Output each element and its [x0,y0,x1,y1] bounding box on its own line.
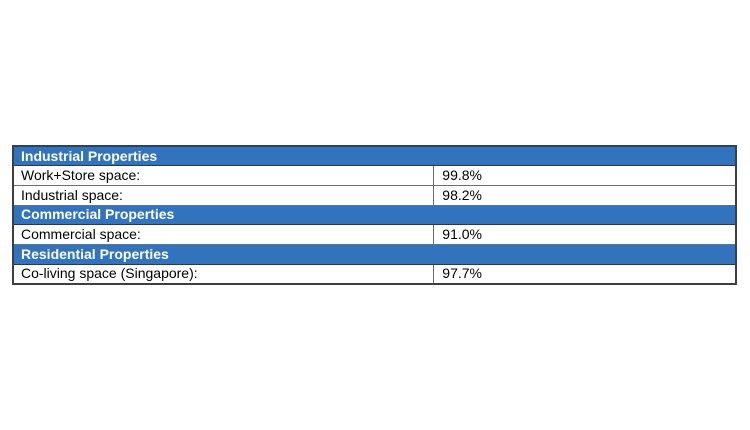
table-row: Work+Store space: 99.8% [12,165,737,186]
row-label-commercial: Commercial space: [12,224,435,245]
row-label-workstore: Work+Store space: [12,165,435,186]
section-header-row-commercial: Commercial Properties [12,204,737,226]
occupancy-table: Industrial Properties Work+Store space: … [12,145,737,285]
row-value-industrial: 98.2% [433,184,737,206]
section-header-commercial: Commercial Properties [12,204,737,226]
row-value-commercial: 91.0% [433,224,737,245]
table-row: Co-living space (Singapore): 97.7% [12,263,737,285]
row-value-coliving: 97.7% [433,263,737,285]
section-header-row-industrial: Industrial Properties [12,145,737,167]
row-label-industrial: Industrial space: [12,184,435,206]
row-value-workstore: 99.8% [433,165,737,186]
section-header-row-residential: Residential Properties [12,243,737,265]
section-header-residential: Residential Properties [12,243,737,265]
row-label-coliving: Co-living space (Singapore): [12,263,435,285]
table-row: Commercial space: 91.0% [12,224,737,245]
table-row: Industrial space: 98.2% [12,184,737,206]
section-header-industrial: Industrial Properties [12,145,737,167]
